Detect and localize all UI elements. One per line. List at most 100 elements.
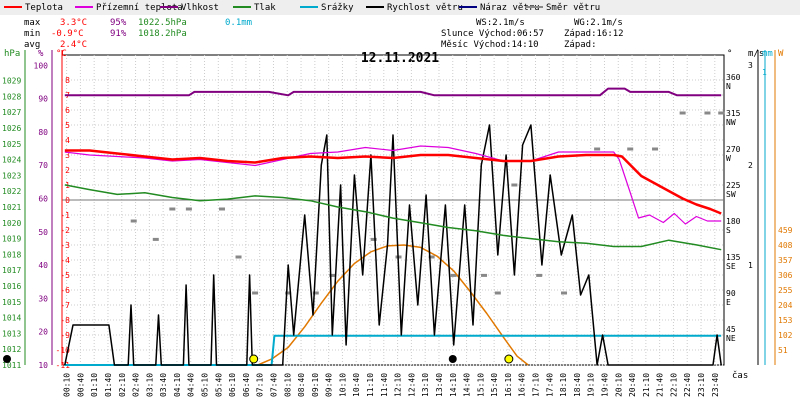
stat-avg-temp: 2.4°C [60, 40, 87, 50]
series [3, 87, 725, 366]
tick-dir-deg-3: 225 [726, 181, 741, 190]
tick-pct-7: 30 [38, 294, 48, 303]
tick-time-36: 18:10 [559, 373, 568, 397]
tick-w-6: 153 [778, 316, 793, 325]
legend-label-7: Směr větru [546, 3, 600, 13]
plot-frame [61, 54, 725, 366]
tick-dir-deg-0: 360 [726, 73, 741, 82]
tick-temp-2: 6 [65, 106, 70, 115]
tick-pct-2: 80 [38, 128, 48, 137]
tick-time-13: 06:40 [242, 373, 251, 397]
tick-pct-8: 20 [38, 328, 48, 337]
legend-label-1: Přízemní teplota [96, 3, 183, 13]
wind-dir-mark-14 [481, 273, 488, 277]
stat-min-press: 1018.2hPa [138, 29, 187, 39]
tick-time-44: 22:10 [669, 373, 678, 397]
unit-right-0: ° [727, 49, 732, 59]
axes: hPa% °C1029102810271026102510241023102210… [2, 49, 793, 397]
tick-pct-4: 60 [38, 195, 48, 204]
tick-time-30: 15:10 [476, 373, 485, 397]
wind-speed-line [64, 124, 722, 366]
unit-hpa: hPa [4, 49, 20, 59]
tick-hpa-15: 1014 [2, 314, 21, 323]
tick-temp-15: -7 [60, 301, 70, 310]
tick-time-18: 09:10 [311, 373, 320, 397]
tick-hpa-18: 1011 [2, 361, 21, 370]
wind-dir-mark-5 [235, 255, 242, 259]
tick-time-10: 05:10 [201, 373, 210, 397]
moonrise-marker [448, 355, 457, 363]
tick-ms-2: 1 [748, 261, 753, 270]
tick-time-39: 19:40 [600, 373, 609, 397]
tick-time-35: 17:40 [545, 373, 554, 397]
stat-max-temp: 3.3°C [60, 18, 87, 28]
wind-dir-mark-6 [252, 291, 259, 295]
tick-w-0: 459 [778, 226, 793, 235]
tick-hpa-2: 1027 [2, 108, 21, 117]
wind-dir-mark-9 [329, 273, 336, 277]
tick-time-11: 05:40 [214, 373, 223, 397]
tick-time-9: 04:40 [187, 373, 196, 397]
tick-temp-8: 0 [65, 196, 70, 205]
tick-dir-lbl-4: S [726, 226, 731, 235]
tick-time-28: 14:10 [449, 373, 458, 397]
tick-w-1: 408 [778, 241, 793, 250]
tick-dir-lbl-1: NW [726, 118, 736, 127]
tick-pct-1: 90 [38, 95, 48, 104]
tick-hpa-4: 1025 [2, 140, 21, 149]
pressure-line [64, 184, 722, 251]
wind-dir-mark-16 [511, 183, 518, 187]
tick-hpa-10: 1019 [2, 235, 21, 244]
legend-label-6: Náraz větru [480, 3, 540, 13]
wind-dir-mark-1 [152, 237, 159, 241]
info-ws: WS:2.1m/s [476, 18, 525, 28]
legend-label-3: Tlak [254, 3, 276, 13]
wind-dir-mark-2 [169, 207, 176, 211]
unit-right-3: W [778, 49, 784, 59]
tick-ms-1: 2 [748, 161, 753, 170]
tick-w-7: 102 [778, 331, 793, 340]
tick-mm-0: 1 [762, 68, 767, 77]
wind-dir-mark-4 [218, 207, 225, 211]
tick-time-31: 15:40 [490, 373, 499, 397]
ground-temperature-line [64, 145, 722, 225]
tick-ms-0: 3 [748, 61, 753, 70]
info-moon-set: Západ: [564, 40, 597, 50]
tick-temp-18: -10 [56, 346, 71, 355]
sunrise-marker [249, 354, 259, 364]
tick-time-42: 21:10 [642, 373, 651, 397]
tick-time-4: 02:10 [118, 373, 127, 397]
tick-time-32: 16:10 [504, 373, 513, 397]
wind-dir-mark-20 [627, 147, 634, 151]
solar-radiation-line [257, 244, 529, 366]
wind-dir-mark-15 [494, 291, 501, 295]
tick-temp-19: -11 [56, 361, 71, 370]
tick-time-15: 07:40 [269, 373, 278, 397]
wind-dir-mark-18 [561, 291, 568, 295]
tick-dir-lbl-7: NE [726, 334, 736, 343]
tick-dir-deg-4: 180 [726, 217, 741, 226]
tick-dir-lbl-6: E [726, 298, 731, 307]
legend-label-2: Vlhkost [181, 3, 219, 13]
legend-label-0: Teplota [25, 3, 63, 13]
tick-temp-14: -6 [60, 286, 70, 295]
tick-time-25: 12:40 [407, 373, 416, 397]
stat-min-label: min [24, 29, 40, 39]
wind-dir-mark-7 [285, 291, 292, 295]
tick-time-47: 23:40 [711, 373, 720, 397]
tick-time-22: 11:10 [366, 373, 375, 397]
tick-time-38: 19:10 [587, 373, 596, 397]
wind-dir-mark-13 [450, 273, 457, 277]
wind-dir-mark-22 [679, 111, 686, 115]
tick-time-33: 16:40 [518, 373, 527, 397]
legend-label-5: Rychlost větru [387, 3, 463, 13]
tick-dir-deg-7: 45 [726, 325, 736, 334]
tick-time-7: 03:40 [159, 373, 168, 397]
tick-time-1: 00:40 [76, 373, 85, 397]
sunset-marker [504, 354, 514, 364]
tick-dir-deg-1: 315 [726, 109, 741, 118]
tick-hpa-1: 1028 [2, 92, 21, 101]
tick-pct-5: 50 [38, 228, 48, 237]
